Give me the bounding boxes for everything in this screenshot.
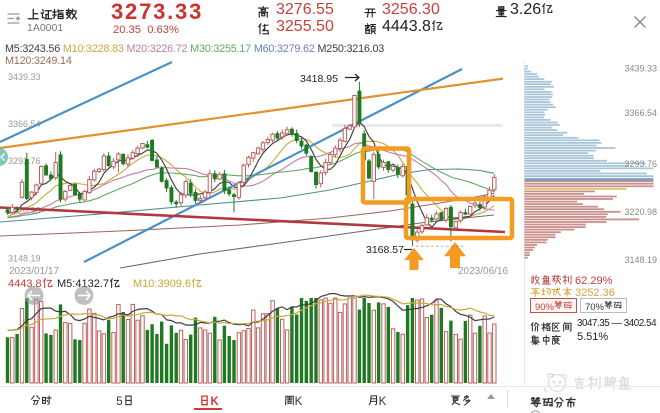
- svg-text:3293.76: 3293.76: [624, 159, 657, 169]
- svg-text:3366.54: 3366.54: [624, 108, 657, 118]
- svg-text:3220.98: 3220.98: [8, 206, 41, 216]
- svg-text:2023/06/16: 2023/06/16: [458, 266, 508, 277]
- svg-text:2023/01/17: 2023/01/17: [9, 266, 59, 277]
- svg-text:3439.33: 3439.33: [8, 72, 41, 82]
- svg-text:?: ?: [533, 411, 537, 413]
- svg-text:3418.95: 3418.95: [300, 73, 338, 85]
- svg-text:3366.54: 3366.54: [8, 119, 41, 129]
- svg-text:3168.57: 3168.57: [366, 244, 404, 256]
- svg-text:3439.33: 3439.33: [624, 64, 657, 74]
- svg-text:3148.19: 3148.19: [624, 255, 657, 265]
- svg-text:3293.76: 3293.76: [8, 156, 41, 166]
- svg-text:3220.98: 3220.98: [624, 207, 657, 217]
- svg-text:3148.19: 3148.19: [8, 254, 41, 264]
